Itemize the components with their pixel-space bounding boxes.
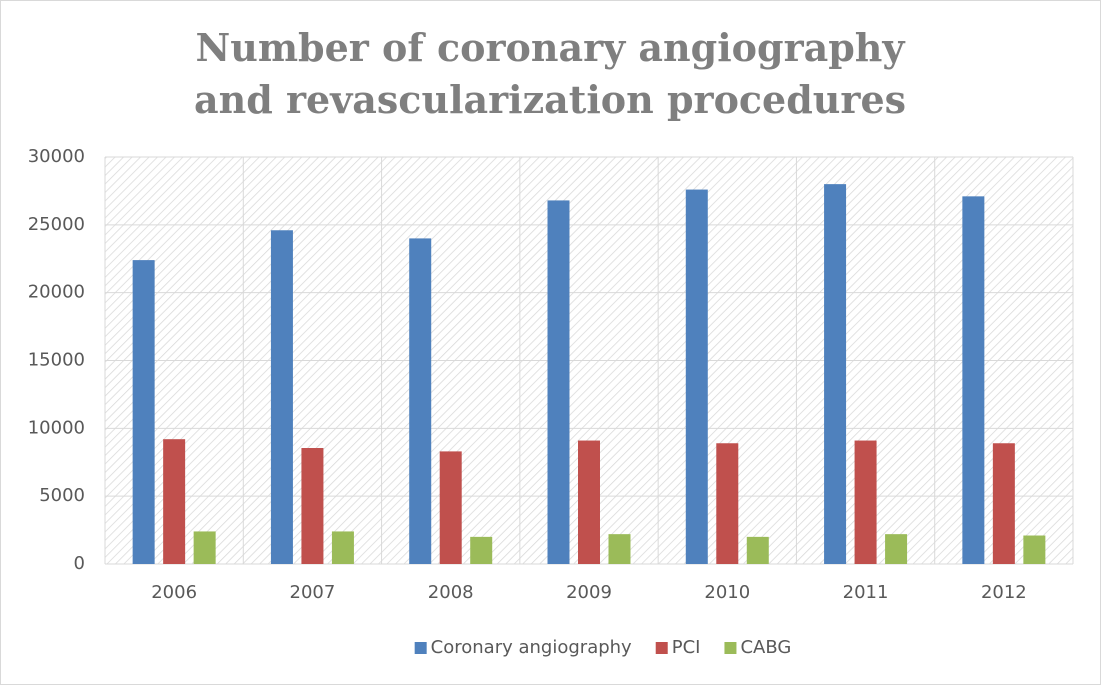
bar: [992, 443, 1015, 564]
legend-label: CABG: [740, 637, 791, 658]
bar: [716, 443, 739, 564]
chart-title: Number of coronary angiography and revas…: [193, 25, 907, 122]
bar: [439, 451, 462, 564]
legend-label: PCI: [672, 637, 701, 658]
bar: [685, 189, 708, 564]
bar: [962, 196, 985, 565]
bar: [854, 440, 877, 564]
bar: [746, 536, 769, 564]
bar: [132, 260, 155, 564]
x-tick-label: 2009: [566, 582, 612, 603]
y-tick-label: 30000: [28, 146, 85, 167]
y-tick-label: 10000: [28, 417, 85, 438]
bar: [608, 534, 631, 564]
legend-swatch: [414, 642, 427, 654]
bar: [547, 200, 570, 564]
bar: [885, 534, 908, 564]
x-tick-label: 2006: [151, 582, 197, 603]
y-tick-label: 0: [74, 553, 85, 574]
bar: [470, 536, 493, 564]
y-tick-label: 15000: [28, 350, 85, 371]
legend-swatch: [655, 642, 668, 654]
x-tick-label: 2012: [981, 582, 1027, 603]
y-tick-label: 20000: [28, 282, 85, 303]
x-tick-label: 2010: [704, 582, 750, 603]
y-tick-label: 5000: [39, 485, 85, 506]
legend-label: Coronary angiography: [431, 637, 632, 658]
bar: [409, 238, 432, 564]
y-tick-label: 25000: [28, 214, 85, 235]
bar: [163, 439, 186, 564]
x-tick-label: 2007: [290, 582, 336, 603]
bar: [578, 440, 600, 564]
bar: [270, 230, 293, 564]
bar: [331, 531, 354, 564]
bar: [1023, 535, 1046, 564]
x-tick-label: 2008: [428, 582, 474, 603]
bar: [301, 448, 324, 564]
x-tick-label: 2011: [843, 582, 889, 603]
bar: [193, 531, 216, 564]
legend-swatch: [724, 642, 737, 654]
bar: [824, 184, 847, 564]
